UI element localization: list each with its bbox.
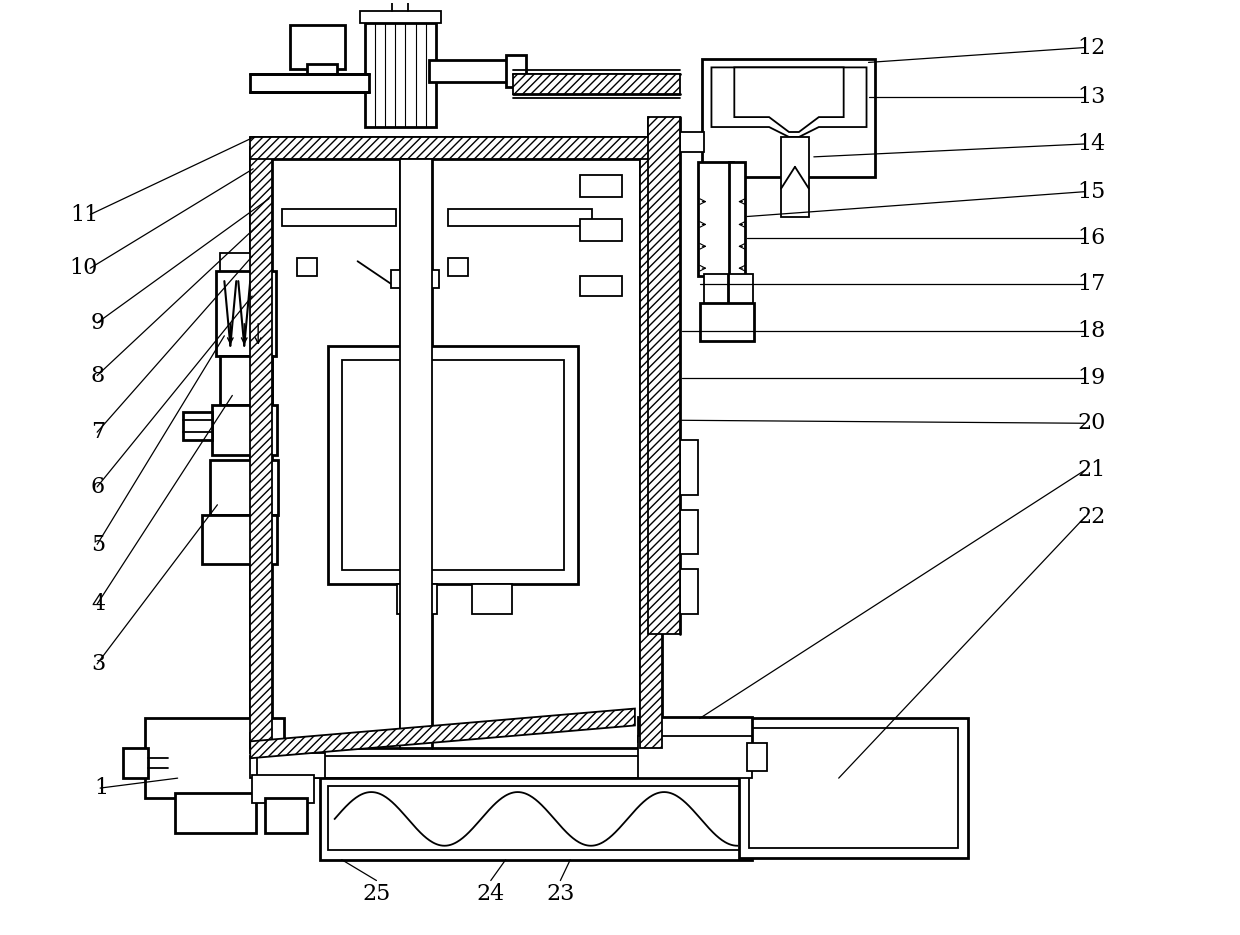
- Bar: [252, 775, 314, 803]
- Bar: [580, 220, 622, 241]
- Bar: [250, 756, 647, 778]
- Bar: [422, 270, 439, 288]
- Text: 12: 12: [1078, 36, 1106, 59]
- Bar: [212, 406, 277, 455]
- Bar: [342, 360, 564, 570]
- Bar: [749, 728, 959, 848]
- Bar: [448, 258, 467, 276]
- Text: 21: 21: [1078, 459, 1106, 481]
- Bar: [221, 355, 272, 406]
- Bar: [250, 147, 272, 748]
- Text: 16: 16: [1078, 227, 1106, 250]
- Bar: [512, 75, 680, 94]
- Bar: [202, 515, 277, 565]
- Bar: [472, 584, 512, 614]
- Bar: [250, 75, 370, 93]
- Bar: [637, 716, 753, 741]
- Bar: [781, 137, 808, 217]
- Text: 19: 19: [1078, 367, 1106, 389]
- Bar: [703, 274, 728, 306]
- Bar: [327, 346, 578, 584]
- Text: 7: 7: [91, 421, 105, 443]
- Bar: [175, 793, 257, 833]
- Bar: [401, 159, 432, 748]
- Bar: [680, 569, 698, 614]
- Bar: [647, 117, 680, 634]
- Bar: [217, 271, 277, 355]
- Bar: [702, 60, 875, 177]
- Polygon shape: [712, 67, 867, 137]
- Text: 9: 9: [91, 312, 105, 334]
- Bar: [211, 460, 278, 515]
- Bar: [729, 274, 753, 306]
- Bar: [182, 412, 212, 440]
- Bar: [392, 270, 422, 288]
- Bar: [640, 147, 662, 748]
- Text: 3: 3: [91, 653, 105, 675]
- Bar: [448, 209, 593, 226]
- Text: 4: 4: [91, 593, 105, 615]
- Bar: [250, 137, 662, 159]
- Bar: [145, 718, 284, 798]
- Text: 20: 20: [1078, 412, 1106, 434]
- Bar: [397, 584, 436, 614]
- Bar: [580, 276, 622, 296]
- Bar: [580, 175, 622, 196]
- Bar: [257, 754, 325, 778]
- Text: 8: 8: [91, 365, 105, 386]
- Bar: [320, 778, 753, 859]
- Bar: [680, 132, 704, 151]
- Text: 5: 5: [91, 534, 105, 555]
- Text: 10: 10: [69, 257, 98, 280]
- Polygon shape: [250, 709, 635, 758]
- Text: 25: 25: [362, 884, 391, 905]
- Bar: [306, 65, 337, 82]
- Text: 18: 18: [1078, 320, 1106, 342]
- Bar: [265, 798, 306, 833]
- Bar: [739, 718, 968, 857]
- Bar: [680, 440, 698, 495]
- Bar: [506, 55, 526, 87]
- Bar: [296, 258, 316, 276]
- Text: 11: 11: [69, 204, 98, 225]
- Text: 15: 15: [1078, 180, 1106, 203]
- Bar: [699, 303, 754, 340]
- Bar: [327, 786, 744, 850]
- Bar: [360, 10, 441, 22]
- Text: 6: 6: [91, 476, 105, 497]
- Bar: [729, 162, 745, 276]
- Text: 17: 17: [1078, 273, 1106, 295]
- Bar: [365, 22, 436, 127]
- Text: 23: 23: [546, 884, 574, 905]
- Bar: [290, 24, 345, 69]
- Bar: [748, 743, 768, 771]
- Text: 22: 22: [1078, 506, 1106, 527]
- Bar: [221, 253, 272, 271]
- Bar: [680, 510, 698, 554]
- Bar: [698, 162, 733, 276]
- Bar: [429, 61, 513, 82]
- Bar: [637, 737, 753, 778]
- Text: 24: 24: [476, 884, 505, 905]
- Bar: [281, 209, 397, 226]
- Text: 14: 14: [1078, 133, 1106, 155]
- Text: 13: 13: [1078, 86, 1106, 108]
- Polygon shape: [734, 67, 843, 132]
- Text: 1: 1: [94, 777, 108, 799]
- Bar: [123, 748, 148, 778]
- Bar: [250, 733, 270, 754]
